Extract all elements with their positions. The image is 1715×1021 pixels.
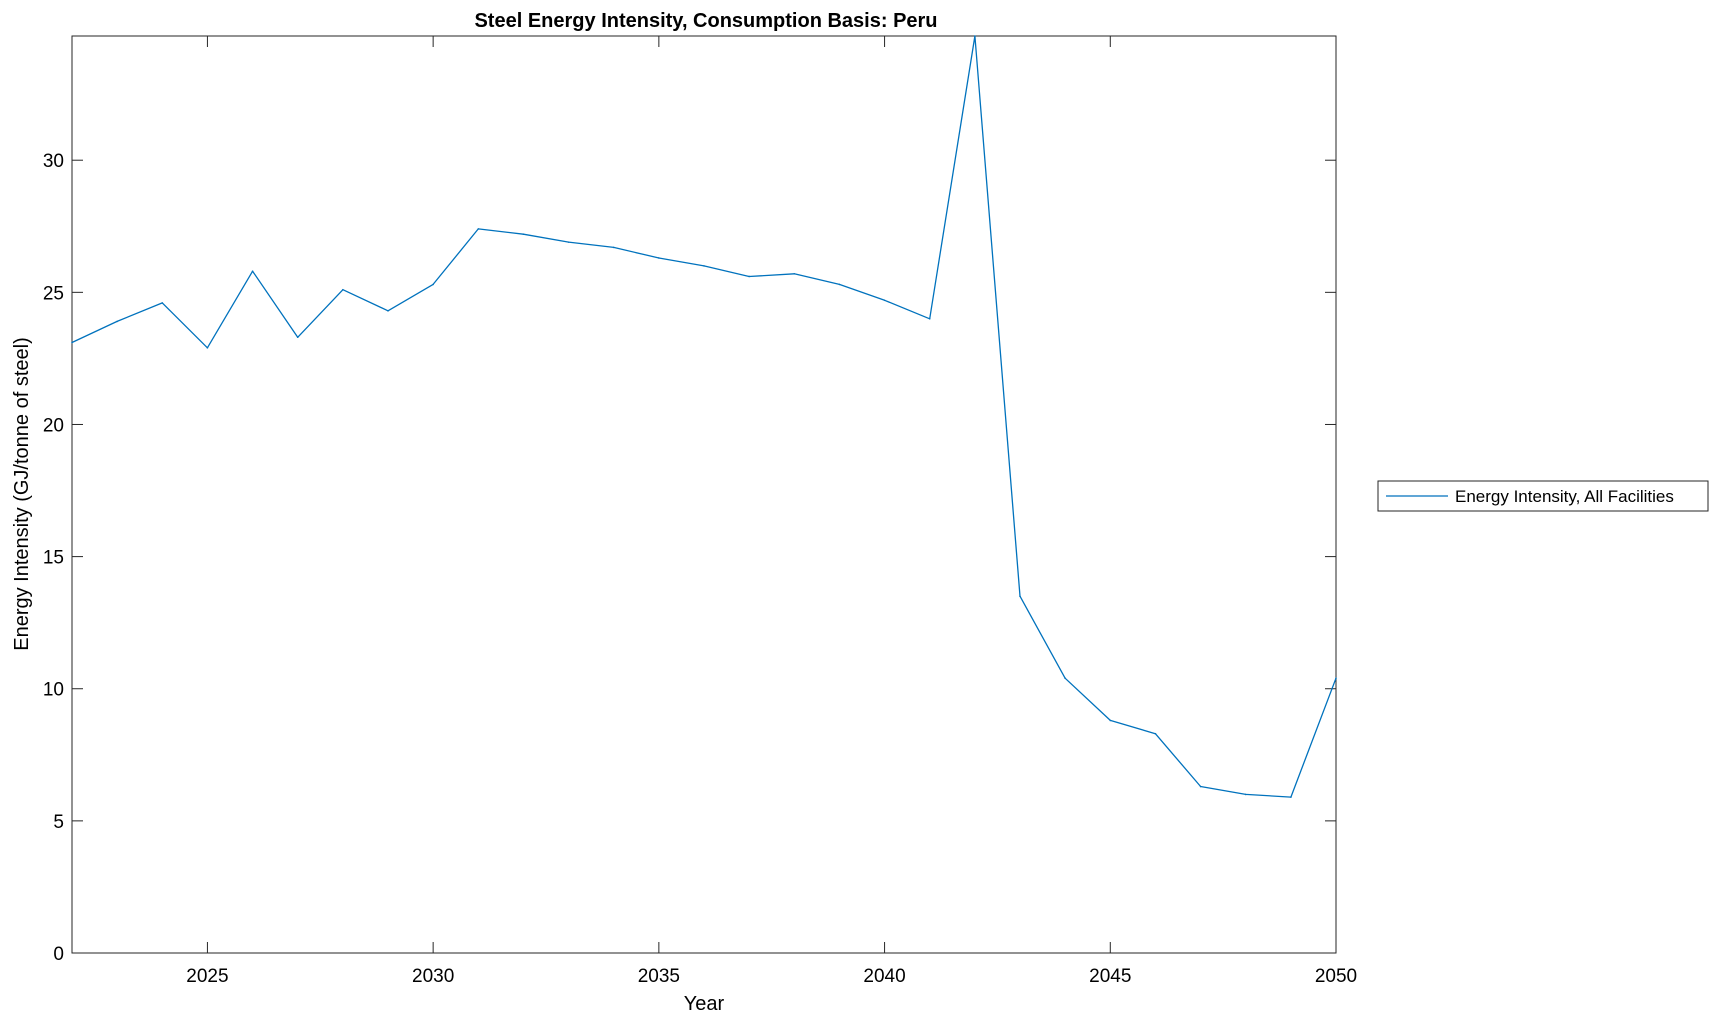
data-point: [1109, 719, 1112, 722]
data-point: [703, 265, 705, 267]
data-point: [838, 283, 841, 286]
data-point: [71, 341, 73, 344]
x-tick-label: 2030: [412, 966, 454, 987]
data-point: [1244, 793, 1247, 796]
data-point: [116, 320, 118, 323]
data-point: [1064, 677, 1066, 679]
data-point: [342, 288, 344, 291]
y-tick-label: 20: [43, 415, 64, 436]
data-point: [567, 241, 570, 243]
y-tick-label: 30: [43, 151, 64, 172]
x-tick-label: 2035: [638, 966, 680, 987]
x-axis: 2025 2030 2035 2040 2045 2050: [186, 36, 1357, 987]
data-point: [1019, 595, 1021, 598]
series-layer: [71, 35, 1337, 798]
legend-label-energy-intensity: Energy Intensity, All Facilities: [1455, 487, 1674, 506]
data-point: [974, 35, 976, 37]
data-point: [1290, 796, 1292, 798]
data-point: [1154, 732, 1157, 735]
y-tick-label: 25: [43, 283, 64, 304]
data-point: [928, 317, 931, 320]
y-tick-label: 15: [43, 548, 64, 569]
data-point: [161, 302, 164, 304]
x-tick-label: 2025: [186, 966, 228, 987]
data-point: [793, 273, 796, 275]
y-axis: 0 5 10 15 20 25 30: [43, 151, 1336, 965]
y-tick-label: 10: [43, 680, 64, 701]
data-point: [883, 299, 886, 302]
y-tick-label: 0: [53, 944, 64, 965]
data-point: [1199, 785, 1202, 788]
data-point: [658, 257, 660, 259]
chart-title: Steel Energy Intensity, Consumption Basi…: [474, 10, 937, 32]
plot-area: [71, 35, 1337, 954]
x-tick-label: 2040: [863, 966, 905, 987]
data-point: [612, 246, 615, 249]
x-tick-label: 2050: [1315, 966, 1357, 987]
data-point: [477, 228, 480, 230]
x-tick-label: 2045: [1089, 966, 1131, 987]
data-point: [748, 275, 750, 278]
data-point: [432, 283, 434, 286]
data-point: [1335, 677, 1337, 679]
x-axis-label: Year: [684, 993, 725, 1015]
y-tick-label: 5: [53, 812, 64, 833]
data-point: [251, 270, 254, 272]
y-axis-label: Energy Intensity (GJ/tonne of steel): [11, 337, 33, 651]
data-point: [522, 233, 525, 235]
data-point: [296, 336, 299, 339]
legend[interactable]: Energy Intensity, All Facilities: [1377, 480, 1709, 512]
data-point: [387, 310, 389, 312]
data-point: [206, 347, 209, 349]
